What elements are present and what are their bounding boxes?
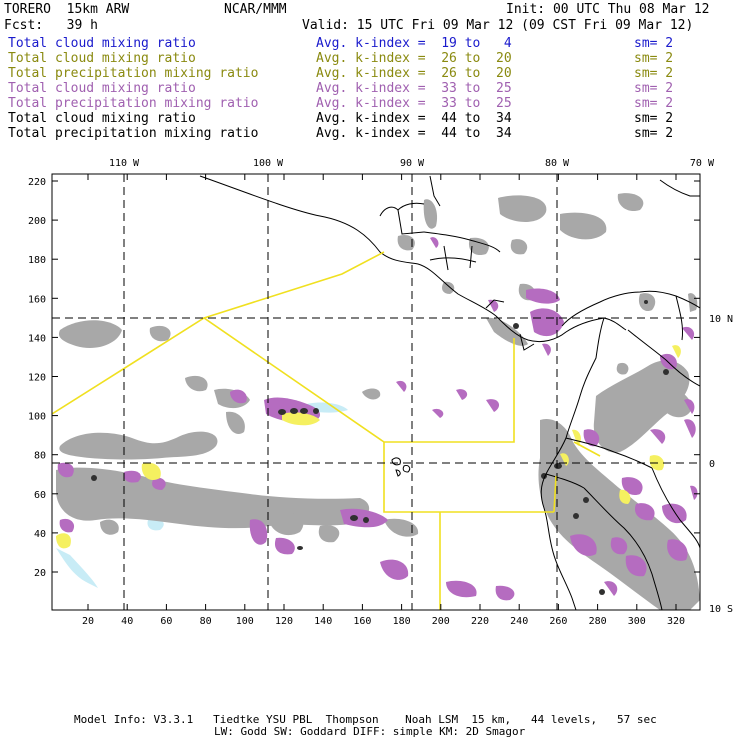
x-tick-label: 120 (275, 616, 293, 627)
legend-index: Avg. k-index = 33 to 25 (316, 96, 512, 111)
y-tick-label: 180 (28, 255, 46, 266)
cloud-areas (56, 193, 700, 610)
coastlines (199, 175, 700, 610)
legend-index: Avg. k-index = 19 to 4 (316, 36, 512, 51)
legend-index: Avg. k-index = 26 to 20 (316, 51, 512, 66)
legend-smooth: sm= 2 (634, 81, 674, 96)
longitude-label: 80 W (545, 158, 570, 169)
y-tick-label: 220 (28, 177, 46, 188)
y-tick-label: 160 (28, 294, 46, 305)
latlon-grid (52, 174, 700, 610)
legend-index: Avg. k-index = 44 to 34 (316, 126, 512, 141)
legend-smooth: sm= 2 (634, 96, 674, 111)
legend-smooth: sm= 2 (634, 111, 674, 126)
latitude-label: 10 S (709, 604, 733, 615)
latitude-label: 0 (709, 459, 715, 470)
x-tick-label: 280 (589, 616, 607, 627)
legend-field: Total cloud mixing ratio (8, 36, 196, 51)
longitude-label: 70 W (690, 158, 715, 169)
x-tick-label: 320 (667, 616, 685, 627)
y-tick-label: 100 (28, 412, 46, 423)
y-tick-label: 20 (34, 568, 46, 579)
precip-areas (57, 237, 698, 601)
boundaries (52, 251, 601, 610)
valid-time: Valid: 15 UTC Fri 09 Mar 12 (09 CST Fri … (302, 18, 694, 33)
x-tick-label: 60 (160, 616, 172, 627)
legend-field: Total precipitation mixing ratio (8, 126, 259, 141)
x-tick-label: 100 (236, 616, 254, 627)
tick-marks (52, 174, 700, 610)
legend-smooth: sm= 2 (634, 51, 674, 66)
longitude-label: 110 W (109, 158, 140, 169)
x-tick-label: 180 (393, 616, 411, 627)
init-time: Init: 00 UTC Thu 08 Mar 12 (506, 2, 710, 17)
legend-field: Total cloud mixing ratio (8, 81, 196, 96)
x-tick-label: 220 (471, 616, 489, 627)
y-tick-label: 80 (34, 451, 46, 462)
legend-smooth: sm= 2 (634, 126, 674, 141)
legend-index: Avg. k-index = 33 to 25 (316, 81, 512, 96)
x-tick-label: 80 (200, 616, 212, 627)
latitude-label: 10 N (709, 314, 733, 325)
longitude-label: 90 W (400, 158, 425, 169)
legend-field: Total precipitation mixing ratio (8, 66, 259, 81)
legend-field: Total cloud mixing ratio (8, 111, 196, 126)
model-name: TORERO 15km ARW (4, 2, 130, 17)
plot-frame (51, 173, 701, 611)
x-tick-label: 20 (82, 616, 94, 627)
x-tick-label: 240 (510, 616, 528, 627)
y-tick-label: 200 (28, 216, 46, 227)
dark-cores (91, 300, 669, 595)
y-tick-label: 60 (34, 490, 46, 501)
y-tick-label: 140 (28, 333, 46, 344)
legend-smooth: sm= 2 (634, 66, 674, 81)
x-tick-label: 40 (121, 616, 133, 627)
forecast-hour: Fcst: 39 h (4, 18, 98, 33)
y-tick-label: 120 (28, 373, 46, 384)
x-tick-label: 200 (432, 616, 450, 627)
footer-physics-info: LW: Godd SW: Goddard DIFF: simple KM: 2D… (214, 725, 526, 738)
legend-field: Total cloud mixing ratio (8, 51, 196, 66)
longitude-label: 100 W (253, 158, 284, 169)
legend-index: Avg. k-index = 26 to 20 (316, 66, 512, 81)
y-tick-label: 40 (34, 529, 46, 540)
x-tick-label: 160 (353, 616, 371, 627)
x-tick-label: 260 (549, 616, 567, 627)
center-name: NCAR/MMM (224, 2, 287, 17)
legend-index: Avg. k-index = 44 to 34 (316, 111, 512, 126)
tick-labels: 220 200 180 160 140 120 100 80 60 40 20 20 40 60 80 100… (28, 158, 733, 627)
legend-smooth: sm= 2 (634, 36, 674, 51)
x-tick-label: 140 (314, 616, 332, 627)
x-tick-label: 300 (628, 616, 646, 627)
legend-field: Total precipitation mixing ratio (8, 96, 259, 111)
footer-model-info: Model Info: V3.3.1 Tiedtke YSU PBL Thomp… (74, 713, 657, 726)
